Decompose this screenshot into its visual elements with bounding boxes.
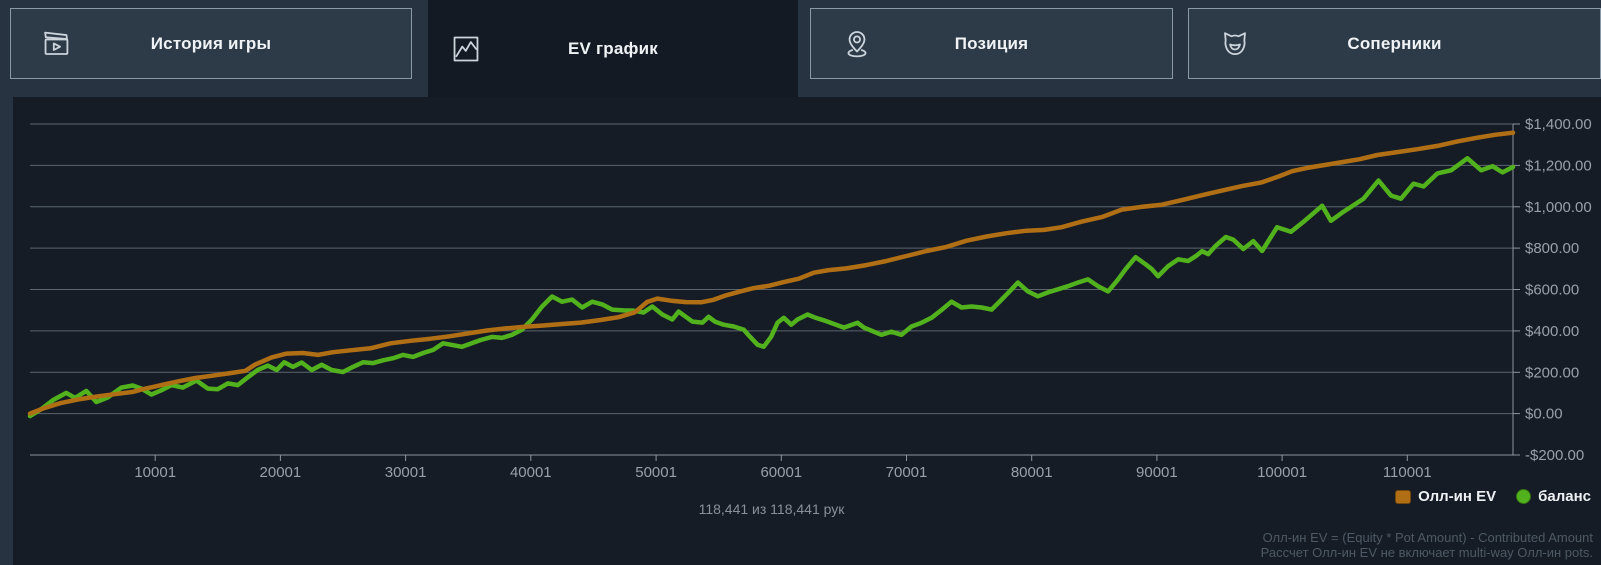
x-tick-label: 40001 (510, 464, 552, 481)
x-tick-label: 10001 (134, 464, 176, 481)
x-tick-label: 110001 (1383, 464, 1432, 481)
ev-graph-panel: $1,400.00 $1,200.00 $1,000.00 $800.00 $600.0… (13, 97, 1601, 565)
ev-graph-icon (450, 33, 482, 65)
opponents-cat-icon (1219, 28, 1251, 60)
legend-item-balance[interactable]: баланс (1516, 488, 1591, 505)
tab-opponents[interactable]: Соперники (1188, 8, 1601, 79)
y-tick-label: $600.00 (1525, 282, 1579, 299)
tab-game-history[interactable]: История игры (10, 8, 412, 79)
tab-label: Позиция (954, 33, 1029, 53)
y-tick-label: -$200.00 (1525, 447, 1584, 464)
series-line (27, 156, 1516, 419)
balance-series-marker-icon (1516, 489, 1532, 504)
y-tick-label: $200.00 (1525, 364, 1579, 381)
ev-formula-line2: Рассчет Олл-ин EV не включает multi-way … (1260, 545, 1593, 560)
x-tick-label: 90001 (1136, 464, 1178, 481)
x-tick-label: 20001 (260, 464, 302, 481)
legend-label: Олл-ин EV (1418, 488, 1497, 505)
series-line (27, 130, 1516, 416)
y-tick-label: $1,400.00 (1525, 116, 1592, 133)
game-history-clapperboard-icon (41, 28, 73, 60)
position-pin-icon (841, 28, 873, 60)
x-tick-label: 100001 (1257, 464, 1307, 481)
legend-label: баланс (1538, 488, 1591, 505)
tab-ev-graph[interactable]: EV график (428, 0, 798, 97)
y-tick-label: $400.00 (1525, 323, 1579, 340)
ev-formula-line1: Олл-ин EV = (Equity * Pot Amount) - Cont… (1262, 530, 1593, 545)
tab-position[interactable]: Позиция (810, 8, 1173, 79)
y-tick-label: $1,200.00 (1525, 157, 1592, 174)
x-tick-label: 50001 (635, 464, 677, 481)
y-tick-label: $0.00 (1525, 406, 1563, 423)
tab-bar: История игры EV график Позиция С (0, 0, 1601, 97)
x-tick-label: 30001 (385, 464, 427, 481)
hands-count-text: 118,441 из 118,441 рук (698, 501, 845, 517)
y-tick-label: $800.00 (1525, 240, 1579, 257)
legend-item-ev[interactable]: Олл-ин EV (1395, 488, 1496, 505)
x-tick-label: 60001 (760, 464, 802, 481)
y-tick-label: $1,000.00 (1525, 199, 1592, 216)
tab-label: EV график (568, 38, 658, 58)
ev-series-marker-icon (1395, 489, 1412, 504)
x-tick-label: 80001 (1011, 464, 1053, 481)
ev-chart[interactable]: $1,400.00 $1,200.00 $1,000.00 $800.00 $600.0… (13, 97, 1601, 565)
tab-label: Соперники (1347, 33, 1442, 53)
chart-legend: Олл-ин EV баланс (1395, 488, 1591, 505)
tab-label: История игры (150, 33, 272, 53)
ev-formula-note: Олл-ин EV = (Equity * Pot Amount) - Cont… (1261, 530, 1593, 560)
x-tick-label: 70001 (886, 464, 928, 481)
